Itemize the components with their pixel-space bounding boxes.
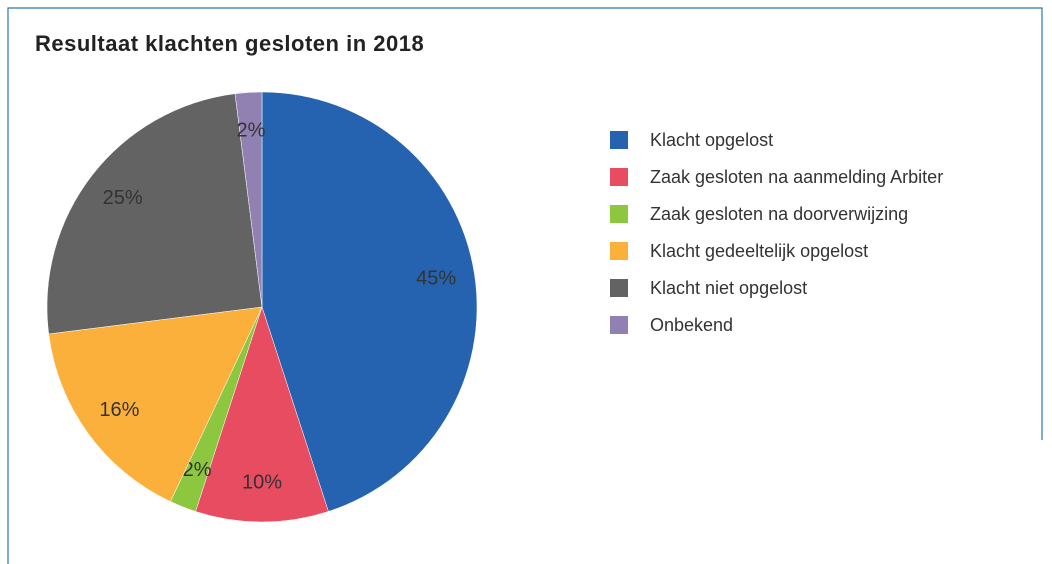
data-label: 2% xyxy=(183,459,212,481)
data-label: 45% xyxy=(416,268,456,290)
legend-swatch xyxy=(610,279,628,297)
legend-label: Klacht niet opgelost xyxy=(650,278,807,298)
frame xyxy=(7,7,1043,564)
legend-swatch xyxy=(610,316,628,334)
pie-slice xyxy=(195,306,329,523)
legend-label: Klacht gedeeltelijk opgelost xyxy=(650,241,868,261)
pie-slice xyxy=(48,306,263,502)
data-label: 10% xyxy=(242,472,282,494)
legend-label: Zaak gesloten na doorverwijzing xyxy=(650,204,908,224)
data-label: 16% xyxy=(99,399,139,421)
legend-label: Zaak gesloten na aanmelding Arbiter xyxy=(650,167,943,187)
legend-swatch xyxy=(610,205,628,223)
data-label: 2% xyxy=(236,119,265,141)
legend-swatch xyxy=(610,168,628,186)
legend-swatch xyxy=(610,131,628,149)
pie-slice xyxy=(234,91,263,308)
legend-label: Onbekend xyxy=(650,315,733,335)
legend-swatch xyxy=(610,242,628,260)
data-label: 25% xyxy=(103,187,143,209)
chart-title: Resultaat klachten gesloten in 2018 xyxy=(35,31,424,56)
pie-slice xyxy=(261,91,478,512)
legend-label: Klacht opgelost xyxy=(650,130,773,150)
pie-slice xyxy=(46,93,263,335)
